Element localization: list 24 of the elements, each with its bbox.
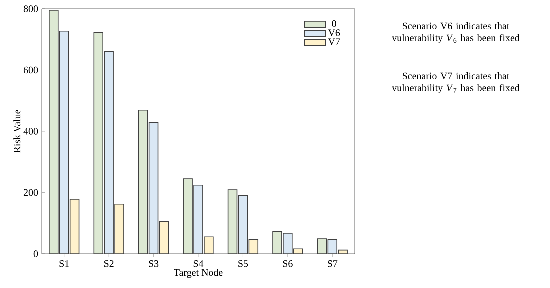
x-tick-label: S4 — [194, 260, 204, 268]
legend-label: V6 — [328, 30, 340, 36]
text: Scenario V6 indicates that vulnerability V$_{6}$ has been fixed — [392, 22, 520, 44]
x-axis-title: Target Node — [174, 269, 223, 278]
x-tick-label: S3 — [149, 260, 159, 268]
y-tick-label: 600 — [24, 66, 38, 74]
y-tick-label: 0 — [34, 250, 38, 258]
y-tick-label: 800 — [24, 6, 38, 12]
y-tick-label: 200 — [24, 189, 38, 196]
x-tick-label: S2 — [104, 260, 114, 268]
bar — [238, 195, 248, 254]
y-tick-label: 400 — [24, 128, 38, 135]
x-tick-label: S1 — [60, 260, 70, 268]
legend-label: V7 — [328, 38, 340, 46]
bar — [70, 199, 80, 254]
bar — [159, 221, 170, 254]
x-tick-label: S5 — [238, 260, 248, 268]
y-axis-title: Risk Value — [14, 110, 21, 153]
legend-label: 0 — [332, 20, 336, 28]
text: Scenario V7 indicates that vulnerability V$_{7}$ has been fixed — [392, 72, 520, 94]
bar — [148, 122, 159, 254]
x-tick-label: S6 — [283, 260, 293, 268]
bar — [228, 190, 238, 254]
x-tick-label: S7 — [328, 260, 338, 268]
